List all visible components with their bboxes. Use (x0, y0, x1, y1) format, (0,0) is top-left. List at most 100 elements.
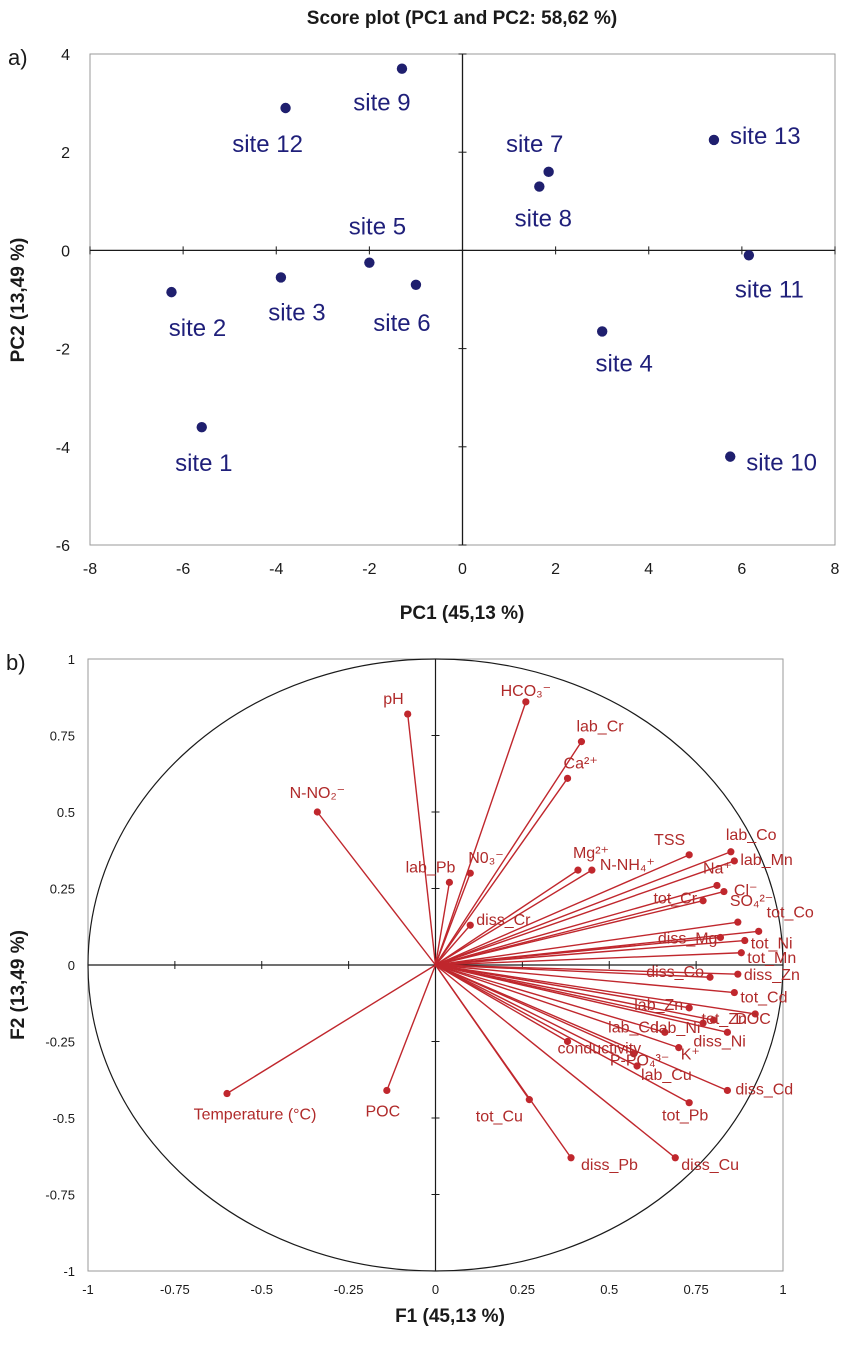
loading-vector (435, 964, 738, 975)
loading-vector-endpoint (720, 887, 728, 896)
loading-x-tick-label: -1 (82, 1282, 94, 1297)
variable-label: K⁺ (681, 1047, 700, 1064)
score-plot-ticks: -8 -6 -4 -2 0 2 4 6 8 4 2 0 -2 -4 -6 (56, 47, 840, 578)
loading-plot: b) -1 -0.75 -0.5 -0.25 0 0.25 0.5 0.75 1 1 0.75 0.5… (6, 650, 814, 1327)
score-y-tick-label: -2 (56, 342, 70, 359)
variable-label: diss_Ni (693, 1033, 745, 1050)
variable-label: tot_Cr (653, 891, 697, 908)
site-label: site 8 (515, 206, 572, 233)
loading-vector-endpoint (727, 848, 735, 856)
loading-vector-endpoint (730, 988, 738, 997)
site-label: site 12 (232, 131, 303, 158)
variable-label: lab_Zn (634, 997, 683, 1014)
loading-vector (435, 964, 756, 1015)
loading-y-tick-label: -1 (63, 1264, 75, 1279)
site-point (166, 286, 177, 298)
site-label: site 11 (735, 276, 804, 303)
loading-vector (386, 964, 437, 1091)
loading-y-tick-label: 1 (68, 652, 75, 667)
score-y-tick-label: -6 (56, 538, 70, 555)
variable-label: DOC (735, 1011, 771, 1028)
loading-y-tick-label: 0.25 (50, 882, 75, 897)
loading-vector (435, 964, 690, 1104)
score-x-tick-label: 4 (644, 561, 653, 578)
variable-label: lab_Co (726, 827, 777, 844)
loading-vector (435, 964, 676, 1159)
site-point (396, 63, 408, 74)
loading-vector (434, 882, 451, 966)
loading-vector (435, 964, 714, 1021)
loading-vector-endpoint (313, 808, 321, 816)
loading-vector-endpoint (741, 936, 749, 945)
loading-vector-endpoint (661, 1028, 669, 1036)
loading-vector (435, 921, 738, 966)
loading-vector (316, 811, 437, 966)
variable-label: lab_Ni (655, 1020, 700, 1037)
loading-y-tick-label: 0.75 (50, 729, 75, 744)
score-y-tick-label: -4 (56, 440, 70, 457)
loading-vector (435, 964, 679, 1049)
loading-vector (435, 936, 721, 966)
loading-vector (435, 964, 728, 1034)
loading-vector (435, 851, 732, 966)
loading-vector-endpoint (685, 1004, 693, 1012)
loading-vector-endpoint (699, 1019, 707, 1027)
score-plot-points (166, 63, 755, 462)
loading-x-tick-label: -0.25 (334, 1282, 364, 1297)
loading-vector-endpoint (734, 970, 742, 978)
loading-vector (435, 869, 579, 966)
loading-y-tick-label: 0.5 (57, 805, 75, 820)
score-plot-x-axis-title: PC1 (45,13 %) (400, 603, 525, 624)
variable-label: tot_Zn (702, 1011, 747, 1028)
variable-label: pH (383, 691, 403, 708)
loading-vector-endpoint (671, 1154, 679, 1162)
loading-vector (435, 964, 728, 1092)
loading-vector-endpoint (445, 878, 453, 886)
site-label: site 10 (746, 450, 817, 477)
site-point (596, 326, 608, 337)
variable-label: lab_Mn (740, 852, 792, 869)
variable-label: diss_Zn (744, 967, 800, 984)
score-x-tick-label: 6 (737, 561, 746, 578)
loading-vector-endpoint (223, 1089, 231, 1098)
variable-label: diss_Cd (735, 1081, 793, 1098)
loading-vector (434, 872, 471, 966)
score-x-tick-label: -2 (362, 561, 376, 578)
loading-x-tick-label: -0.75 (160, 1282, 190, 1297)
loading-y-tick-label: 0 (68, 958, 75, 973)
variable-label: lab_Cd (608, 1019, 659, 1036)
site-point (280, 102, 291, 114)
loading-vectors (223, 698, 763, 1162)
correlation-circle (87, 658, 784, 1272)
loading-vector (435, 860, 735, 966)
loading-vector-endpoint (633, 1062, 641, 1070)
score-plot-y-axis-title: PC2 (13,49 %) (8, 238, 29, 363)
loading-vector-endpoint (466, 869, 474, 877)
variable-label: Cl⁻ (734, 883, 758, 900)
loading-vector (434, 777, 569, 966)
site-label: site 5 (349, 214, 406, 241)
loading-vector (434, 964, 572, 1159)
loading-vector-endpoint (675, 1044, 683, 1052)
loading-vector (435, 854, 690, 966)
loading-plot-y-axis-title: F2 (13,49 %) (8, 930, 29, 1040)
variable-label: tot_Co (767, 904, 814, 921)
loading-vector (435, 884, 718, 966)
site-label: site 7 (506, 131, 563, 158)
variable-label: HCO₃⁻ (501, 683, 552, 700)
loading-vector-endpoint (709, 1016, 718, 1024)
loading-vector-endpoint (466, 921, 474, 929)
site-label: site 13 (730, 123, 801, 150)
loading-vector (435, 869, 593, 966)
site-point (410, 279, 422, 290)
loading-vector-endpoint (734, 918, 742, 926)
site-point (275, 272, 287, 283)
loading-vector-endpoint (755, 927, 763, 935)
loading-vector (434, 741, 583, 966)
loading-x-tick-label: 0.5 (600, 1282, 618, 1297)
loading-vector (435, 964, 666, 1033)
site-label: site 3 (268, 299, 325, 326)
score-y-tick-label: 0 (61, 243, 70, 260)
panel-label-b: b) (6, 650, 26, 675)
variable-label: Temperature (°C) (194, 1107, 317, 1124)
